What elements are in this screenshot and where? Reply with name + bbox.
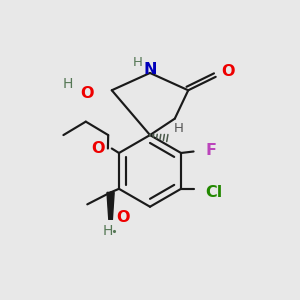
Text: O: O	[117, 210, 130, 225]
Text: H: H	[102, 224, 113, 238]
Text: O: O	[221, 64, 235, 79]
Text: F: F	[205, 142, 216, 158]
Polygon shape	[107, 192, 114, 219]
Text: H: H	[63, 77, 73, 91]
Text: O: O	[80, 86, 94, 101]
Text: N: N	[143, 62, 157, 77]
Text: Cl: Cl	[205, 185, 223, 200]
Text: H: H	[133, 56, 143, 69]
Text: O: O	[92, 141, 105, 156]
Text: H: H	[173, 122, 183, 135]
